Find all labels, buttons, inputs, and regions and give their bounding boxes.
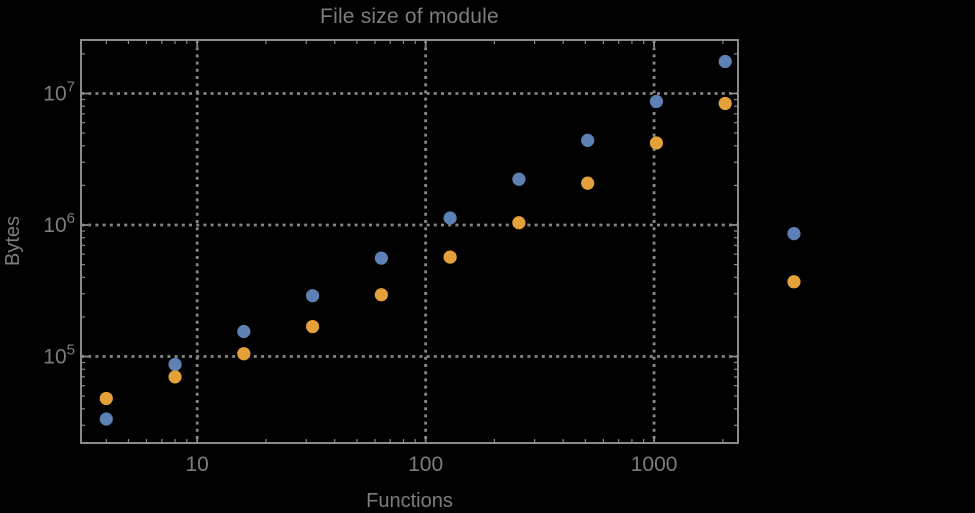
data-point-series-blue	[581, 133, 595, 147]
y-tick-label: 105	[43, 342, 75, 369]
data-point-series-orange	[718, 96, 732, 111]
data-point-series-blue	[99, 412, 113, 426]
data-point-series-orange	[374, 288, 388, 302]
data-point-series-blue	[787, 227, 801, 241]
x-axis-label: Functions	[366, 490, 453, 512]
data-point-series-blue	[374, 251, 388, 265]
data-point-series-blue	[649, 94, 664, 109]
data-point-series-blue	[168, 357, 182, 372]
data-point-series-orange	[581, 176, 595, 190]
data-point-series-orange	[512, 216, 526, 230]
data-point-series-blue	[443, 211, 457, 225]
data-point-series-orange	[443, 250, 457, 264]
chart-title: File size of module	[320, 5, 499, 28]
data-point-series-blue	[512, 172, 526, 186]
data-point-series-blue	[718, 54, 732, 69]
x-tick-label: 10	[186, 453, 209, 476]
x-tick-label: 100	[408, 453, 443, 476]
y-tick-label: 107	[43, 78, 75, 105]
y-axis-label: Bytes	[2, 215, 24, 267]
data-point-series-orange	[787, 275, 801, 289]
x-tick-label: 1000	[631, 453, 678, 476]
plot-frame	[80, 39, 739, 444]
data-point-series-orange	[237, 347, 251, 361]
data-point-series-orange	[168, 370, 182, 384]
data-point-series-blue	[305, 289, 320, 303]
data-point-series-orange	[99, 391, 113, 406]
data-point-series-blue	[237, 324, 251, 339]
data-point-series-orange	[649, 136, 664, 150]
data-point-series-orange	[305, 319, 320, 334]
y-tick-label: 106	[43, 210, 75, 237]
